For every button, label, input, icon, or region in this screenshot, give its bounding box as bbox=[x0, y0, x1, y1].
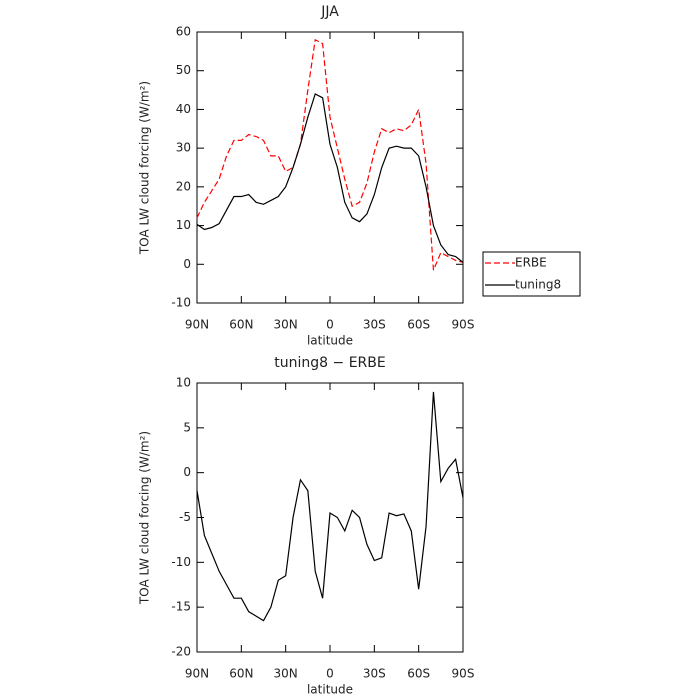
y-axis-label: TOA LW cloud forcing (W/m²) bbox=[138, 431, 152, 605]
x-tick-label: 90N bbox=[185, 318, 209, 332]
chart-title: JJA bbox=[320, 4, 339, 20]
x-tick-label: 0 bbox=[326, 318, 334, 332]
x-tick-label: 90S bbox=[452, 318, 475, 332]
x-tick-label: 90S bbox=[452, 667, 475, 681]
x-tick-label: 60N bbox=[229, 667, 253, 681]
x-tick-label: 0 bbox=[326, 667, 334, 681]
y-tick-label: 20 bbox=[176, 179, 191, 193]
x-tick-label: 30S bbox=[363, 667, 386, 681]
legend-label: ERBE bbox=[515, 256, 547, 270]
x-tick-label: 30N bbox=[274, 318, 298, 332]
chart-title: tuning8 − ERBE bbox=[274, 355, 385, 371]
x-tick-label: 30N bbox=[274, 667, 298, 681]
x-tick-label: 60S bbox=[407, 667, 430, 681]
y-tick-label: 0 bbox=[183, 257, 191, 271]
y-tick-label: -5 bbox=[179, 510, 191, 524]
legend-label: tuning8 bbox=[515, 278, 561, 292]
y-tick-label: -20 bbox=[171, 645, 191, 659]
plot-frame bbox=[196, 31, 464, 304]
y-tick-label: 40 bbox=[176, 102, 191, 116]
y-tick-label: 50 bbox=[176, 63, 191, 77]
y-tick-label: 60 bbox=[176, 25, 191, 39]
y-tick-label: 10 bbox=[176, 218, 191, 232]
data-line bbox=[196, 93, 464, 263]
y-tick-label: -10 bbox=[171, 555, 191, 569]
y-tick-label: 10 bbox=[176, 376, 191, 390]
x-tick-label: 90N bbox=[185, 667, 209, 681]
y-tick-label: 5 bbox=[183, 420, 191, 434]
legend-box bbox=[482, 251, 581, 297]
data-line bbox=[196, 391, 464, 622]
x-tick-label: 30S bbox=[363, 318, 386, 332]
y-tick-label: -10 bbox=[171, 296, 191, 310]
y-axis-label: TOA LW cloud forcing (W/m²) bbox=[138, 81, 152, 255]
x-axis-label: latitude bbox=[307, 334, 353, 348]
y-tick-label: 30 bbox=[176, 141, 191, 155]
x-axis-label: latitude bbox=[307, 683, 353, 697]
y-tick-label: 0 bbox=[183, 465, 191, 479]
x-tick-label: 60N bbox=[229, 318, 253, 332]
y-tick-label: -15 bbox=[171, 600, 191, 614]
data-line bbox=[196, 38, 464, 271]
x-tick-label: 60S bbox=[407, 318, 430, 332]
